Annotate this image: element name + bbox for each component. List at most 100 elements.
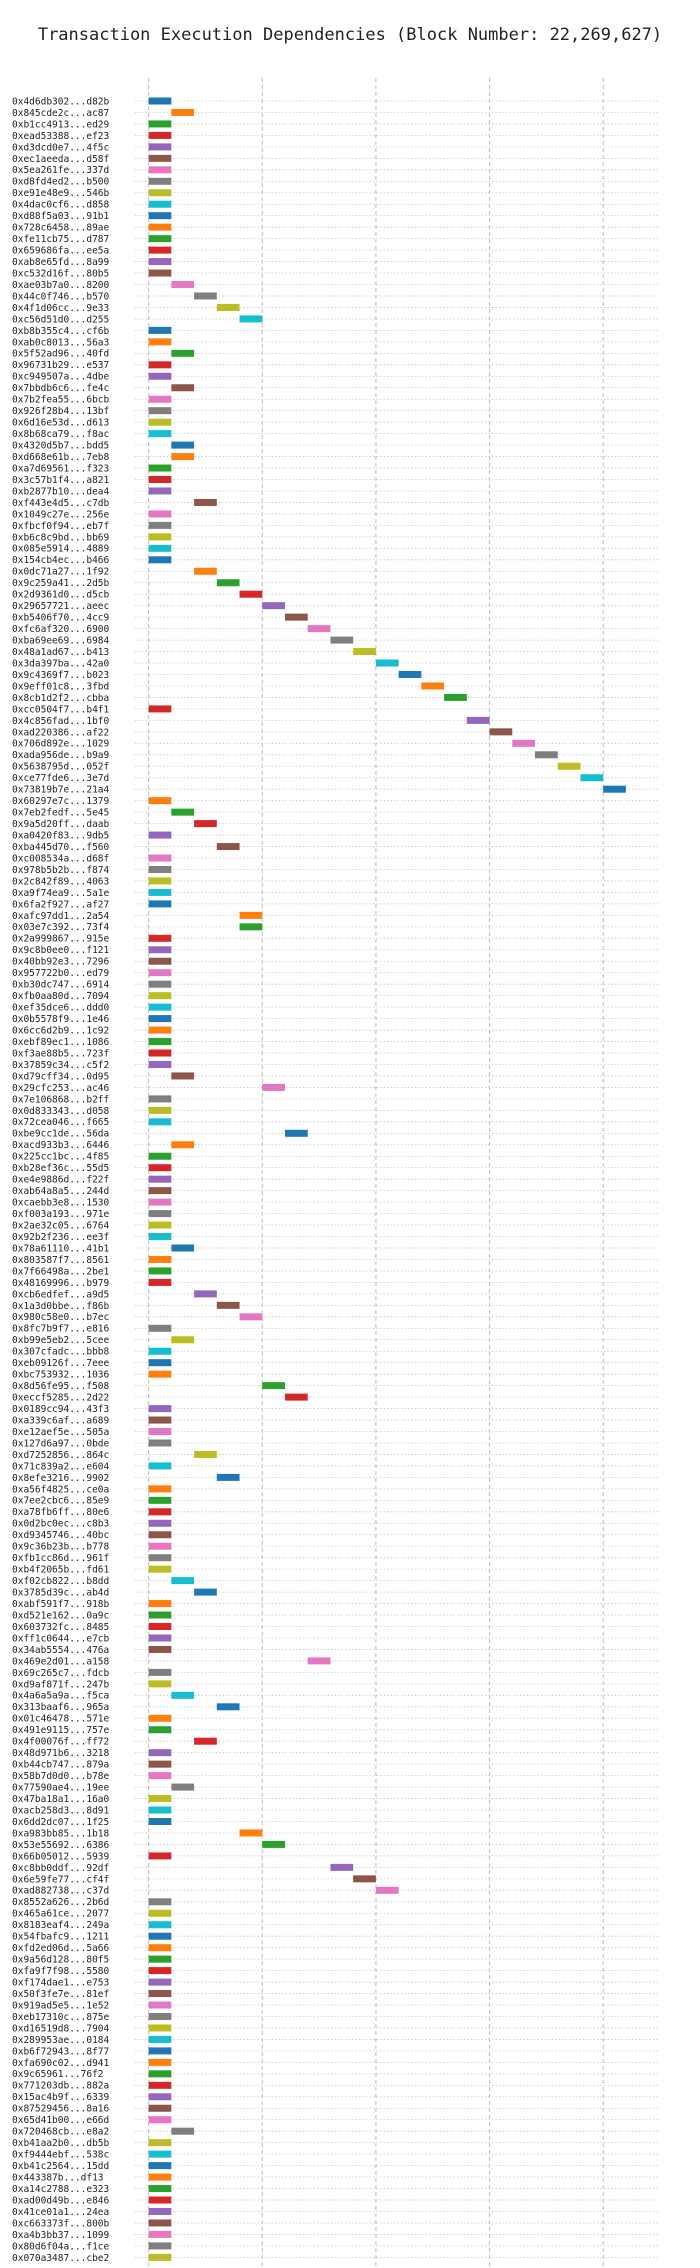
transaction-bar <box>216 1301 240 1309</box>
transaction-label: 0x4320d5b7...bdd5 <box>12 441 109 452</box>
transaction-label: 0x7ee2cbc6...85e9 <box>12 1496 110 1507</box>
transaction-label: 0xafc97dd1...2a54 <box>12 911 110 922</box>
transaction-label: 0x71c839a2...e604 <box>12 1461 110 1472</box>
transaction-bar <box>148 1439 172 1447</box>
transaction-label: 0xe4e9886d...f22f <box>12 1175 109 1186</box>
transaction-bar <box>148 1106 172 1114</box>
transaction-label: 0x1049c27e...256e <box>12 509 110 520</box>
transaction-label: 0x54fbafc9...1211 <box>12 1932 110 1943</box>
transaction-bar <box>353 1875 376 1883</box>
transaction-bar <box>171 808 195 816</box>
transaction-label: 0x127d6a97...0bde <box>12 1438 110 1449</box>
transaction-bar <box>171 1072 195 1080</box>
transaction-bar <box>171 349 195 357</box>
transaction-label: 0xb44cb747...879a <box>12 1760 109 1771</box>
transaction-bar <box>148 120 172 128</box>
transaction-bar <box>148 1772 172 1780</box>
transaction-label: 0x603732fc...8485 <box>12 1622 109 1633</box>
transaction-bar <box>148 2253 172 2261</box>
transaction-label: 0x728c6458...89ae <box>12 223 110 234</box>
transaction-bar <box>148 1967 172 1975</box>
transaction-bar <box>148 1531 172 1539</box>
transaction-label: 0x3785d39c...ab4d <box>12 1588 109 1599</box>
transaction-bar <box>148 1267 172 1275</box>
transaction-label: 0xeb09126f...7eee <box>12 1358 110 1369</box>
transaction-label: 0xd9345746...40bc <box>12 1530 109 1541</box>
transaction-bar <box>148 1795 172 1803</box>
transaction-bar <box>535 751 558 759</box>
transaction-bar <box>148 521 172 529</box>
transaction-bar <box>148 1347 172 1355</box>
transaction-bar <box>148 2070 172 2078</box>
transaction-label: 0x29657721...aeec <box>12 601 109 612</box>
transaction-label: 0x085e5914...4889 <box>12 544 110 555</box>
transaction-label: 0xa339c6af...a689 <box>12 1415 110 1426</box>
transaction-label: 0xef35dce6...ddd0 <box>12 1003 110 1014</box>
transaction-label: 0xacd933b3...6446 <box>12 1140 110 1151</box>
transaction-label: 0xba69ee69...6984 <box>12 635 110 646</box>
transaction-label: 0xae03b7a0...8200 <box>12 280 110 291</box>
transaction-bar <box>194 1450 217 1458</box>
transaction-bar <box>148 2093 172 2101</box>
transaction-bar <box>216 1473 240 1481</box>
transaction-label: 0xc663373f...800b <box>12 2218 110 2229</box>
transaction-bar <box>148 1990 172 1998</box>
transaction-bar <box>148 476 172 484</box>
transaction-bar <box>603 785 626 793</box>
transaction-label: 0x491e9115...757e <box>12 1725 110 1736</box>
transaction-label: 0xf443e4d5...c7db <box>12 498 110 509</box>
transaction-bar <box>148 189 172 197</box>
transaction-bar <box>148 1565 172 1573</box>
transaction-bar <box>148 2150 172 2158</box>
transaction-bar <box>557 762 581 770</box>
transaction-bar <box>194 1588 217 1596</box>
transaction-label: 0xebf89ec1...1086 <box>12 1037 110 1048</box>
transaction-label: 0x69c265c7...fdcb <box>12 1668 110 1679</box>
transaction-label: 0x7bbdb6c6...fe4c <box>12 383 109 394</box>
transaction-label: 0xcc0504f7...b4f1 <box>12 704 110 715</box>
transaction-label: 0x4a6a5a9a...f5ca <box>12 1691 109 1702</box>
transaction-label: 0x60297e7c...1379 <box>12 796 110 807</box>
transaction-bar <box>148 1198 172 1206</box>
transaction-bar <box>148 2035 172 2043</box>
transaction-bar <box>148 1187 172 1195</box>
transaction-label: 0xc949507a...4dbe <box>12 372 110 383</box>
transaction-bar <box>148 1152 172 1160</box>
transaction-bar <box>148 1508 172 1516</box>
transaction-bar <box>171 1577 195 1585</box>
transaction-label: 0xa78fb6ff...80e6 <box>12 1507 110 1518</box>
transaction-label: 0x9c36b23b...b778 <box>12 1542 110 1553</box>
transaction-bar <box>148 1955 172 1963</box>
transaction-label: 0xeb17310c...875e <box>12 2012 110 2023</box>
transaction-bar <box>148 1164 172 1172</box>
transaction-bar <box>148 1760 172 1768</box>
transaction-label: 0xad00d49b...e846 <box>12 2195 110 2206</box>
transaction-bar <box>148 1485 172 1493</box>
transaction-label: 0x3da397ba...42a0 <box>12 658 110 669</box>
transaction-bar <box>148 1370 172 1378</box>
transaction-label: 0xfb1cc86d...961f <box>12 1553 109 1564</box>
transaction-label: 0xb4f2065b...fd61 <box>12 1565 110 1576</box>
transaction-label: 0x80d6f04a...f1ce <box>12 2241 110 2252</box>
transaction-label: 0x48169996...b979 <box>12 1278 110 1289</box>
transaction-bar <box>171 1783 195 1791</box>
transaction-label: 0x845cde2c...ac87 <box>12 108 109 119</box>
transaction-bar <box>148 2104 172 2112</box>
transaction-bar <box>148 900 172 908</box>
transaction-bar <box>148 1668 172 1676</box>
transaction-bar <box>148 246 172 254</box>
transaction-label: 0xcb6edfef...a9d5 <box>12 1289 109 1300</box>
transaction-bar <box>148 97 172 105</box>
transaction-label: 0xce77fde6...3e7d <box>12 773 109 784</box>
transaction-bar <box>285 613 308 621</box>
transaction-bar <box>444 693 467 701</box>
transaction-bar <box>148 1416 172 1424</box>
transaction-bar <box>239 590 263 598</box>
transaction-label: 0x8d56fe95...f508 <box>12 1381 110 1392</box>
transaction-label: 0xf9444ebf...538c <box>12 2150 109 2161</box>
transaction-label: 0x0b5578f9...1e46 <box>12 1014 110 1025</box>
transaction-bar <box>148 418 172 426</box>
transaction-label: 0x4f1d06cc...9e33 <box>12 303 109 314</box>
transaction-bar <box>148 1038 172 1046</box>
transaction-label: 0xc532d16f...80b5 <box>12 268 109 279</box>
